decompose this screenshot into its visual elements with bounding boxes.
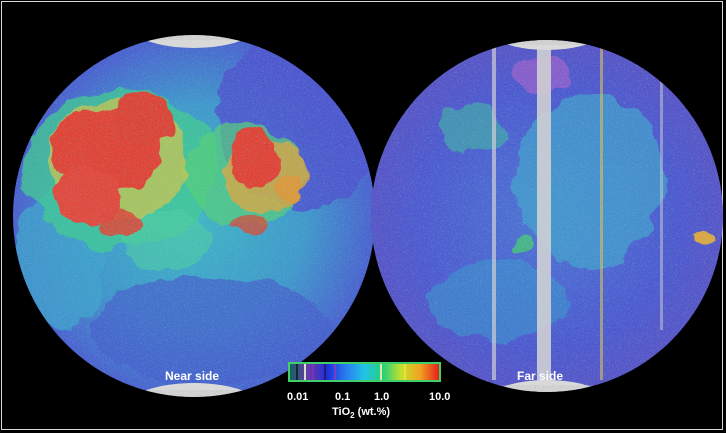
colorbar-band-4 <box>334 364 336 380</box>
far-gap-stripe-left <box>492 40 496 380</box>
colorbar-tick-0.01: 0.01 <box>287 391 309 403</box>
far-gap-stripe-main <box>537 40 551 392</box>
colorbar-band-2 <box>312 364 314 380</box>
unit-text: (wt.%) <box>357 406 391 418</box>
far-gap-stripe-right <box>600 40 603 380</box>
colorbar-band-1 <box>304 364 306 380</box>
colorbar-tick-0.1: 0.1 <box>335 391 351 403</box>
colorbar-band-6 <box>404 364 406 380</box>
tio2-colorbar <box>288 362 441 382</box>
colorbar-band-0 <box>296 364 298 380</box>
colorbar-tick-10.0: 10.0 <box>429 391 451 403</box>
far-side-hemisphere <box>371 40 723 392</box>
far-side-label: Far side <box>517 369 564 383</box>
colorbar-band-5 <box>380 364 382 380</box>
colorbar-tick-1.0: 1.0 <box>374 391 390 403</box>
far-gap-stripe-edge <box>660 80 663 330</box>
near-side-label: Near side <box>165 369 220 383</box>
near-north-polar-gap <box>122 35 266 48</box>
unit-subscript: 2 <box>350 411 355 421</box>
colorbar-gradient <box>290 364 439 380</box>
unit-quantity: TiO <box>332 406 351 418</box>
colorbar-band-3 <box>324 364 326 380</box>
colorbar-unit-label: TiO2 (wt.%) <box>332 406 390 420</box>
